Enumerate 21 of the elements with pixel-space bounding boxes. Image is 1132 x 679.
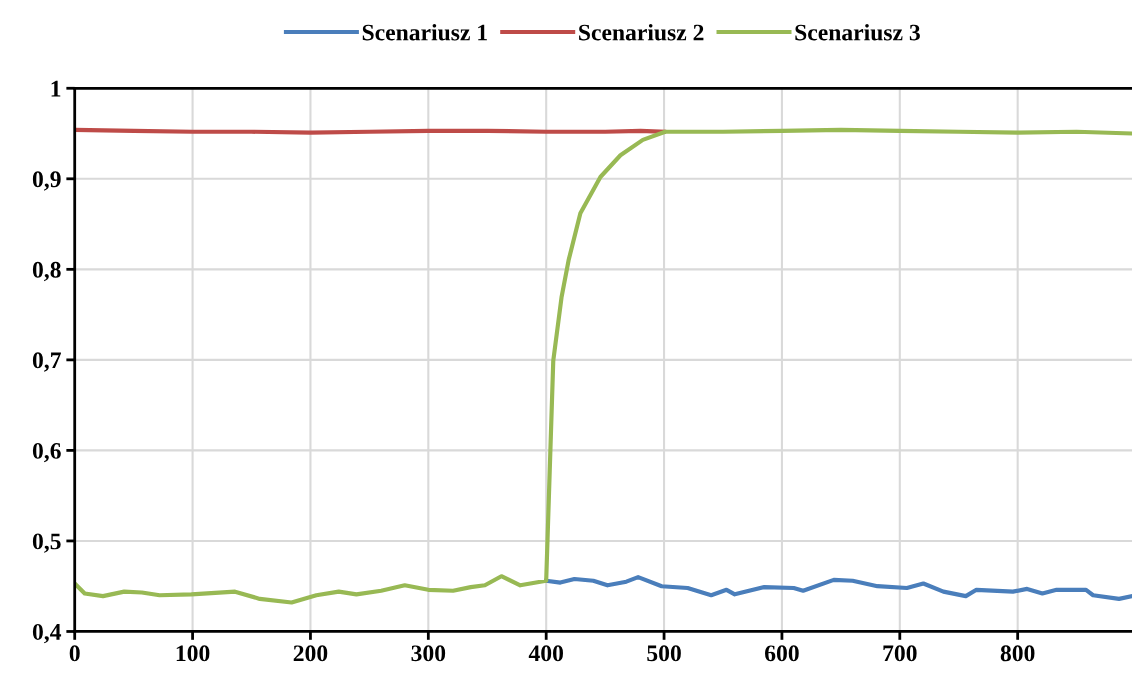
legend-label: Scenariusz 2 (579, 23, 704, 41)
line-series (74, 127, 1132, 605)
x-tick-label: 0 (69, 645, 80, 662)
y-tick-label: 1 (51, 80, 61, 97)
y-tick-label: 0,8 (32, 261, 61, 282)
y-tick-label: 0,4 (32, 623, 62, 644)
x-tick-label: 100 (176, 645, 210, 662)
x-tick-label: 600 (765, 645, 799, 662)
x-tick-label: 200 (293, 645, 328, 662)
x-tick-label: 500 (647, 645, 681, 662)
legend-label: Scenariusz 1 (362, 23, 487, 41)
y-tick-label: 0,7 (32, 352, 61, 372)
line-series (544, 575, 1132, 601)
y-tick-label: 0,6 (32, 442, 61, 463)
x-tick-label: 700 (883, 645, 917, 662)
x-tick-label: 800 (1000, 645, 1035, 662)
legend-label: Scenariusz 3 (795, 23, 920, 41)
x-tick-label: 300 (411, 645, 446, 662)
y-tick-label: 0,9 (32, 171, 61, 191)
y-tick-label: 0,5 (32, 533, 61, 553)
x-tick-label: 400 (528, 645, 563, 662)
